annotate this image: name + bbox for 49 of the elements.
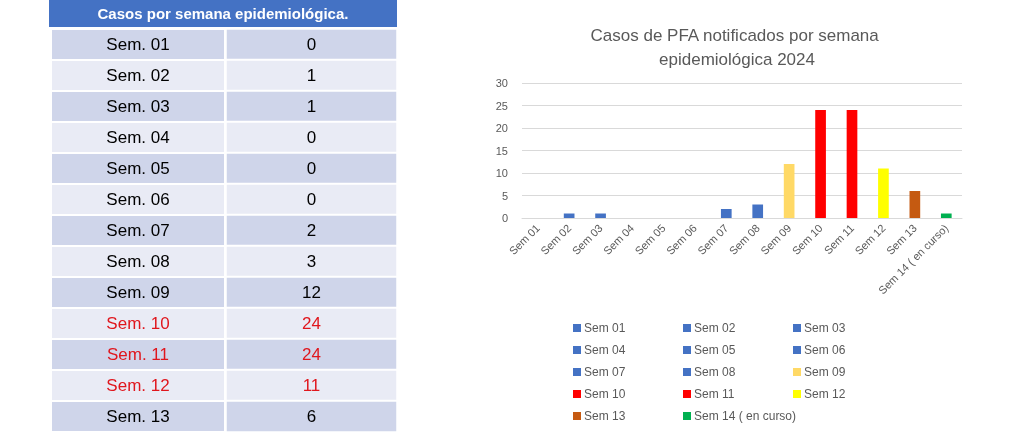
data-label: 0 — [306, 159, 317, 178]
y-tick-label: Sem. 06 — [106, 190, 170, 209]
data-label: 1 — [306, 97, 317, 116]
y-tick-label: Sem. 09 — [106, 283, 170, 302]
legend-label: Sem 14 ( en curso) — [694, 409, 797, 423]
y-tick-label: 5 — [501, 189, 508, 202]
y-tick-label: 0 — [501, 212, 508, 224]
data-label: 2 — [306, 221, 317, 240]
data-label: 11 — [302, 376, 321, 395]
data-label: 3 — [306, 252, 317, 271]
y-tick-label: Sem. 10 — [106, 314, 170, 333]
y-tick-label: Sem. 01 — [106, 35, 170, 54]
y-tick-label: Sem. 13 — [106, 407, 170, 426]
legend-label: Sem 03 — [804, 321, 846, 335]
legend-label: Sem 12 — [804, 387, 846, 401]
data-label: 12 — [302, 283, 321, 302]
legend-label: Sem 01 — [584, 321, 626, 335]
data-label: 24 — [302, 345, 321, 364]
y-tick-label: Sem. 04 — [106, 128, 170, 147]
data-label: 1 — [306, 66, 317, 85]
y-tick-label: Sem. 08 — [106, 252, 170, 271]
y-tick-label: 15 — [495, 144, 508, 157]
y-tick-label: Sem. 02 — [106, 66, 170, 85]
legend-label: Sem 07 — [584, 365, 626, 379]
chart-title: Casos por semana epidemiológica. — [49, 0, 397, 29]
legend-label: Sem 02 — [694, 321, 736, 335]
y-tick-label: Sem. 05 — [106, 159, 170, 178]
legend-label: Sem 13 — [584, 409, 626, 423]
legend-label: Sem 11 — [694, 387, 735, 401]
data-label: 0 — [306, 128, 317, 147]
legend-label: Sem 08 — [694, 365, 736, 379]
y-tick-label: 30 — [495, 77, 508, 89]
y-tick-label: 10 — [495, 167, 508, 179]
data-label: 0 — [306, 35, 317, 54]
legend-label: Sem 04 — [584, 343, 626, 357]
y-tick-label: Sem. 07 — [106, 221, 170, 240]
y-tick-label: Sem. 11 — [106, 345, 170, 364]
data-label: 24 — [302, 314, 321, 333]
y-tick-label: Sem. 12 — [106, 376, 170, 395]
legend-label: Sem 10 — [584, 387, 626, 401]
legend-label: Sem 06 — [804, 343, 846, 357]
y-tick-label: 20 — [495, 122, 508, 134]
data-label: 0 — [306, 190, 317, 209]
y-tick-label: Sem. 03 — [106, 97, 170, 116]
data-label: 6 — [306, 407, 317, 426]
legend-label: Sem 09 — [804, 365, 846, 379]
legend-label: Sem 05 — [694, 343, 736, 357]
y-tick-label: 25 — [495, 99, 508, 112]
chart-title: Casos de PFA notificados por semana epidemiológica 2024 — [590, 25, 884, 69]
